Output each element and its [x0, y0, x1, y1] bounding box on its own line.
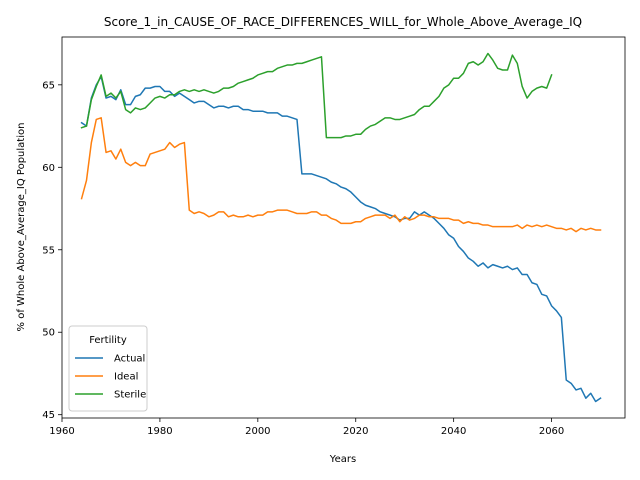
y-tick-label: 60 [42, 163, 55, 174]
y-axis-label: % of Whole Above_Average_IQ Population [16, 123, 27, 332]
y-tick-label: 50 [42, 328, 55, 339]
chart-title: Score_1_in_CAUSE_OF_RACE_DIFFERENCES_WIL… [104, 15, 582, 29]
y-tick-label: 45 [42, 410, 55, 421]
series-layer [80, 52, 602, 403]
legend-label-ideal: Ideal [114, 372, 138, 383]
legend-entries: Actual Ideal Sterile [75, 354, 146, 401]
y-tick-label: 55 [42, 245, 55, 256]
legend-label-actual: Actual [114, 354, 145, 365]
x-axis-label: Years [329, 454, 356, 465]
x-tick-label: 2000 [245, 426, 270, 437]
x-tick-label: 2040 [441, 426, 466, 437]
x-tick-label: 1960 [49, 426, 74, 437]
y-axis: 45 50 55 60 65 [42, 80, 62, 421]
series-line-actual [80, 75, 602, 403]
plot-area-frame [61, 36, 626, 419]
series-line-sterile [80, 52, 553, 139]
legend-title: Fertility [89, 335, 127, 346]
legend-box [68, 325, 148, 412]
series-line-ideal [80, 117, 602, 233]
legend-label-sterile: Sterile [114, 390, 146, 401]
x-axis: 1960 1980 2000 2020 2040 2060 [49, 418, 564, 437]
y-tick-label: 65 [42, 80, 55, 91]
x-tick-label: 2020 [343, 426, 368, 437]
x-tick-label: 2060 [539, 426, 564, 437]
legend: Fertility Actual Ideal Sterile [68, 325, 148, 412]
x-tick-label: 1980 [147, 426, 172, 437]
